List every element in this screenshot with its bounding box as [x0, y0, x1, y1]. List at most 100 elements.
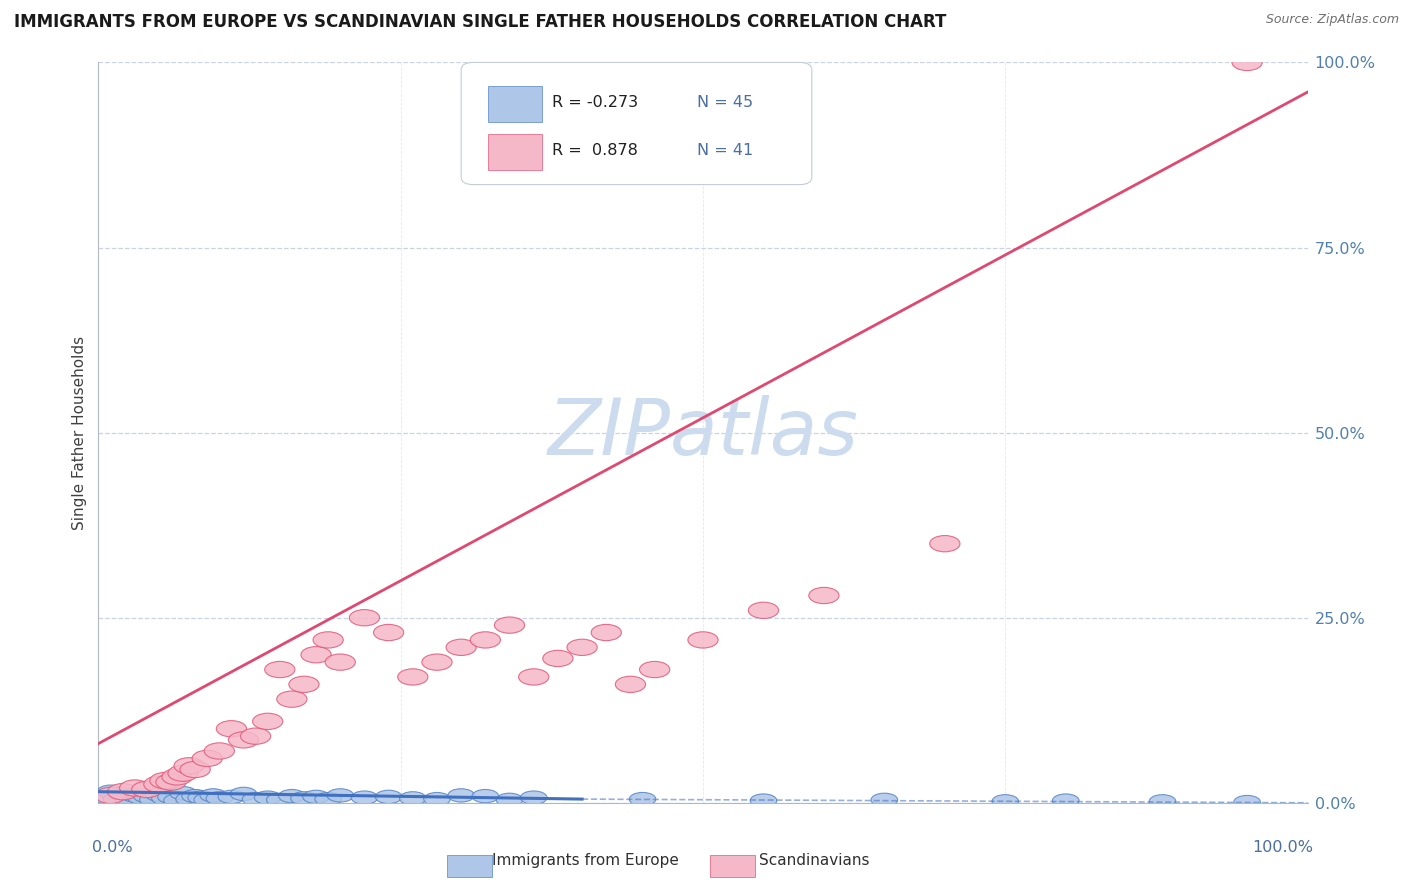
Ellipse shape — [328, 789, 353, 802]
Ellipse shape — [167, 765, 198, 781]
Ellipse shape — [156, 774, 186, 790]
Ellipse shape — [188, 791, 215, 805]
Ellipse shape — [543, 650, 574, 666]
Ellipse shape — [446, 640, 477, 656]
Ellipse shape — [162, 769, 193, 785]
Text: N = 41: N = 41 — [697, 143, 754, 158]
Text: R = -0.273: R = -0.273 — [551, 95, 638, 110]
Ellipse shape — [193, 750, 222, 766]
Ellipse shape — [277, 691, 307, 707]
Ellipse shape — [375, 790, 402, 804]
Ellipse shape — [352, 791, 378, 805]
Y-axis label: Single Father Households: Single Father Households — [72, 335, 87, 530]
Ellipse shape — [115, 794, 142, 807]
Ellipse shape — [217, 721, 246, 737]
Ellipse shape — [1232, 54, 1263, 70]
FancyBboxPatch shape — [488, 135, 543, 169]
Text: IMMIGRANTS FROM EUROPE VS SCANDINAVIAN SINGLE FATHER HOUSEHOLDS CORRELATION CHAR: IMMIGRANTS FROM EUROPE VS SCANDINAVIAN S… — [14, 13, 946, 31]
Ellipse shape — [228, 731, 259, 748]
Ellipse shape — [267, 793, 292, 806]
Ellipse shape — [194, 793, 221, 806]
Ellipse shape — [291, 792, 318, 805]
Ellipse shape — [302, 790, 329, 804]
Ellipse shape — [163, 794, 190, 807]
Ellipse shape — [218, 790, 245, 804]
Ellipse shape — [278, 789, 305, 803]
Ellipse shape — [315, 792, 342, 805]
Ellipse shape — [157, 790, 184, 804]
Ellipse shape — [1149, 795, 1175, 808]
Ellipse shape — [121, 789, 148, 802]
Ellipse shape — [128, 791, 155, 805]
Ellipse shape — [91, 790, 118, 804]
Ellipse shape — [520, 791, 547, 805]
Ellipse shape — [139, 793, 166, 806]
Ellipse shape — [176, 792, 202, 805]
Ellipse shape — [264, 661, 295, 678]
Ellipse shape — [242, 792, 269, 805]
Ellipse shape — [470, 632, 501, 648]
Ellipse shape — [170, 787, 197, 800]
Ellipse shape — [688, 632, 718, 648]
Ellipse shape — [181, 789, 208, 803]
Ellipse shape — [751, 794, 776, 807]
Ellipse shape — [97, 785, 124, 798]
Ellipse shape — [231, 788, 257, 801]
Ellipse shape — [630, 792, 655, 805]
Ellipse shape — [567, 640, 598, 656]
FancyBboxPatch shape — [488, 87, 543, 121]
Text: N = 45: N = 45 — [697, 95, 754, 110]
Ellipse shape — [349, 609, 380, 626]
Ellipse shape — [495, 617, 524, 633]
Ellipse shape — [253, 714, 283, 730]
Text: 0.0%: 0.0% — [93, 840, 134, 855]
Text: Immigrants from Europe: Immigrants from Europe — [492, 854, 679, 868]
Ellipse shape — [640, 661, 669, 678]
Ellipse shape — [301, 647, 332, 663]
Ellipse shape — [314, 632, 343, 648]
Ellipse shape — [325, 654, 356, 670]
Ellipse shape — [398, 669, 427, 685]
Ellipse shape — [146, 788, 172, 801]
Ellipse shape — [103, 792, 129, 805]
Ellipse shape — [134, 789, 160, 803]
Ellipse shape — [422, 654, 453, 670]
Ellipse shape — [96, 788, 125, 804]
Ellipse shape — [120, 780, 150, 797]
Ellipse shape — [399, 792, 426, 805]
Ellipse shape — [107, 783, 138, 800]
Ellipse shape — [449, 789, 474, 802]
Ellipse shape — [152, 792, 179, 805]
Ellipse shape — [374, 624, 404, 640]
Ellipse shape — [132, 781, 162, 797]
Ellipse shape — [872, 793, 897, 806]
Ellipse shape — [204, 743, 235, 759]
Ellipse shape — [1053, 794, 1078, 807]
Ellipse shape — [288, 676, 319, 692]
Ellipse shape — [200, 789, 226, 802]
Ellipse shape — [519, 669, 548, 685]
Ellipse shape — [616, 676, 645, 692]
Text: Source: ZipAtlas.com: Source: ZipAtlas.com — [1265, 13, 1399, 27]
Ellipse shape — [993, 795, 1018, 808]
Ellipse shape — [496, 793, 523, 806]
Text: 100.0%: 100.0% — [1253, 840, 1313, 855]
Ellipse shape — [423, 792, 450, 805]
Ellipse shape — [748, 602, 779, 618]
Ellipse shape — [808, 587, 839, 604]
Ellipse shape — [174, 757, 204, 774]
Ellipse shape — [207, 792, 232, 805]
Text: ZIPatlas: ZIPatlas — [547, 394, 859, 471]
Ellipse shape — [1234, 796, 1260, 809]
FancyBboxPatch shape — [461, 62, 811, 185]
Text: Scandinavians: Scandinavians — [759, 854, 870, 868]
Ellipse shape — [143, 776, 174, 792]
Ellipse shape — [180, 762, 211, 778]
Ellipse shape — [150, 772, 180, 789]
Ellipse shape — [472, 789, 499, 803]
Ellipse shape — [240, 728, 271, 744]
Ellipse shape — [110, 788, 136, 801]
Text: R =  0.878: R = 0.878 — [551, 143, 638, 158]
Ellipse shape — [929, 535, 960, 552]
Ellipse shape — [254, 791, 281, 805]
